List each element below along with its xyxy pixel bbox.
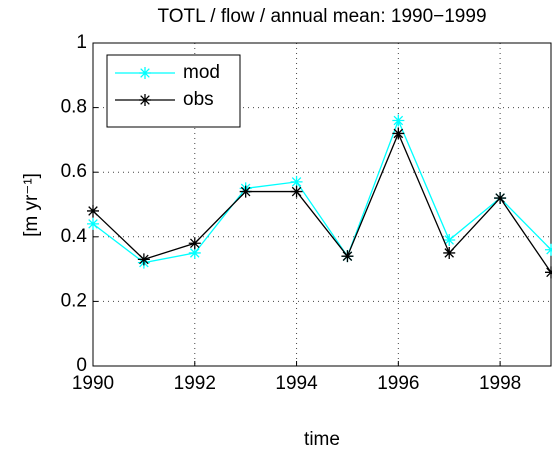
marker [443, 234, 456, 247]
marker [87, 217, 99, 230]
legend-label: obs [183, 89, 214, 110]
series-line [92, 131, 552, 273]
y-tick-label: 0.2 [61, 290, 87, 311]
chart-title: TOTL / flow / annual mean: 1990−1999 [157, 6, 486, 27]
marker [290, 185, 303, 198]
marker [545, 266, 552, 279]
legend-label: mod [183, 62, 220, 83]
marker [392, 114, 405, 127]
y-axis-label: [m yr⁻¹] [21, 173, 42, 237]
x-tick-label: 1990 [72, 373, 114, 394]
series-line [92, 118, 552, 264]
plot-frame [92, 42, 552, 367]
y-tick-label: 0 [76, 355, 87, 376]
marker [188, 246, 201, 259]
marker [494, 192, 507, 205]
x-tick-label: 1996 [377, 373, 419, 394]
y-tick-label: 0.6 [61, 161, 87, 182]
marker [87, 204, 99, 217]
marker [392, 127, 405, 140]
marker [188, 237, 201, 250]
y-tick-label: 0.8 [61, 97, 87, 118]
y-tick-label: 1 [76, 32, 87, 53]
marker [239, 185, 252, 198]
marker [545, 243, 552, 256]
x-tick-label: 1992 [174, 373, 216, 394]
marker [290, 175, 303, 188]
marker [137, 253, 150, 266]
x-tick-label: 1994 [275, 373, 318, 394]
x-axis-label: time [304, 429, 340, 450]
marker [139, 94, 151, 106]
legend-box [106, 54, 241, 128]
marker [443, 246, 456, 259]
x-tick-label: 1998 [479, 373, 521, 394]
marker [341, 250, 354, 263]
marker [139, 67, 151, 79]
y-tick-label: 0.4 [61, 226, 88, 247]
